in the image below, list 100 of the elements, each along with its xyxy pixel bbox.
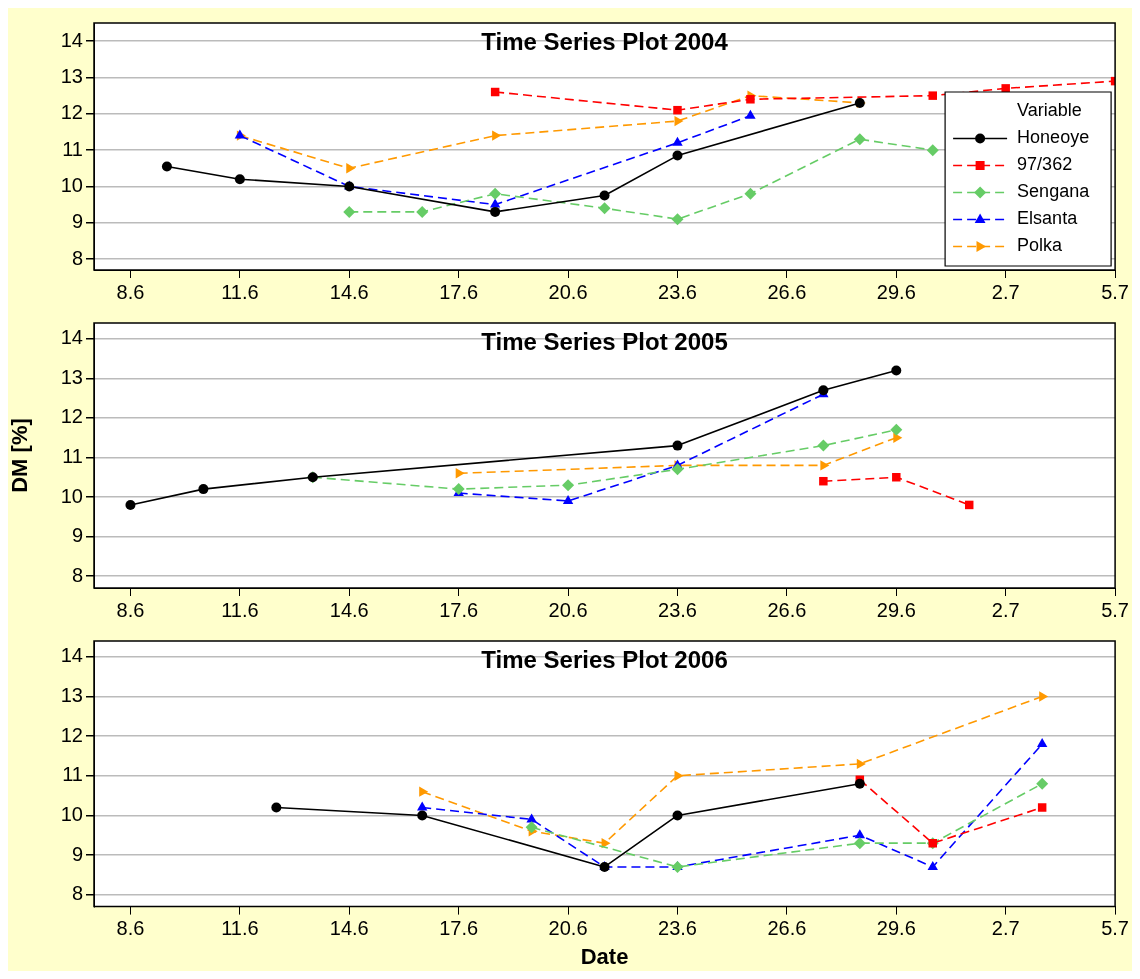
point <box>492 130 502 141</box>
legend-label: Elsanta <box>1017 208 1079 229</box>
point <box>671 213 684 226</box>
y-tick-label: 14 <box>60 28 83 51</box>
point <box>926 144 939 157</box>
x-tick-label: 17.6 <box>439 598 479 621</box>
point <box>744 187 757 200</box>
point <box>346 163 356 174</box>
y-tick-label: 12 <box>60 101 83 124</box>
legend-title: Variable <box>1017 100 1082 121</box>
y-tick-label: 8 <box>71 882 83 905</box>
chart-title: Time Series Plot 2004 <box>481 27 729 55</box>
y-tick-label: 9 <box>71 842 83 865</box>
point <box>417 810 428 821</box>
legend-label: Honeoye <box>1017 127 1090 148</box>
point <box>856 758 866 770</box>
point <box>489 187 502 200</box>
y-tick-label: 8 <box>71 246 83 269</box>
x-tick-label: 8.6 <box>116 917 145 940</box>
point <box>820 460 830 471</box>
point <box>198 484 209 495</box>
x-tick-label: 20.6 <box>548 917 588 940</box>
point <box>1036 777 1049 790</box>
y-tick-label: 8 <box>71 563 83 586</box>
point <box>419 786 429 797</box>
x-tick-label: 2.7 <box>991 598 1020 621</box>
y-tick-label: 11 <box>62 763 83 786</box>
x-tick-label: 5.7 <box>1101 917 1129 940</box>
x-tick-label: 14.6 <box>329 917 369 940</box>
y-tick-label: 13 <box>60 684 83 707</box>
y-tick-label: 10 <box>60 173 83 196</box>
point <box>1036 738 1048 748</box>
point <box>1037 803 1047 812</box>
point <box>745 109 756 119</box>
x-tick-label: 26.6 <box>767 280 807 303</box>
y-tick-label: 11 <box>62 137 83 160</box>
y-tick-label: 12 <box>60 723 83 746</box>
point <box>853 133 866 146</box>
x-tick-label: 26.6 <box>767 598 807 621</box>
y-tick-label: 13 <box>60 365 83 388</box>
x-tick-label: 29.6 <box>876 598 916 621</box>
y-tick-label: 10 <box>60 802 83 825</box>
legend-label: 97/362 <box>1017 154 1073 175</box>
point <box>890 423 903 436</box>
point <box>927 860 938 870</box>
x-tick-label: 8.6 <box>116 280 145 303</box>
x-tick-label: 11.6 <box>221 598 259 621</box>
point <box>892 473 901 482</box>
x-tick-label: 20.6 <box>548 598 588 621</box>
y-tick-label: 11 <box>62 444 83 467</box>
point <box>746 95 755 104</box>
y-axis-title: DM [%] <box>7 418 33 493</box>
y-tick-label: 9 <box>71 210 83 233</box>
point <box>891 365 902 376</box>
x-tick-label: 17.6 <box>439 917 479 940</box>
point <box>819 476 828 486</box>
point <box>343 205 356 218</box>
y-tick-label: 9 <box>71 524 83 547</box>
x-tick-label: 17.6 <box>439 280 479 303</box>
point <box>562 479 575 492</box>
point <box>672 810 683 821</box>
y-tick-label: 13 <box>60 65 83 87</box>
x-tick-label: 29.6 <box>876 280 916 303</box>
point <box>125 499 136 510</box>
point <box>562 494 574 504</box>
point <box>671 463 684 476</box>
point <box>672 150 683 161</box>
chart-title: Time Series Plot 2005 <box>481 327 728 355</box>
x-tick-label: 20.6 <box>548 280 588 303</box>
point <box>455 468 465 479</box>
point <box>672 136 683 146</box>
point <box>416 205 429 218</box>
x-tick-label: 11.6 <box>221 280 259 303</box>
y-tick-label: 12 <box>60 405 83 428</box>
x-tick-label: 8.6 <box>116 598 145 621</box>
point <box>598 202 611 215</box>
y-tick-label: 14 <box>60 326 83 349</box>
x-tick-label: 11.6 <box>221 917 259 940</box>
x-tick-label: 23.6 <box>658 917 697 940</box>
x-tick-label: 14.6 <box>329 598 369 621</box>
x-tick-label: 26.6 <box>767 917 807 940</box>
point <box>271 802 282 813</box>
point <box>853 837 866 850</box>
point <box>673 105 682 115</box>
y-tick-label: 10 <box>60 484 83 507</box>
point <box>674 770 684 781</box>
legend-label: Sengana <box>1017 181 1091 202</box>
point <box>928 91 937 100</box>
point <box>234 174 245 185</box>
x-tick-label: 14.6 <box>329 280 369 303</box>
point <box>489 198 501 208</box>
x-tick-label: 2.7 <box>991 917 1020 940</box>
legend-label: Polka <box>1017 235 1064 256</box>
point <box>854 778 865 789</box>
point <box>599 190 610 201</box>
point <box>452 483 465 496</box>
y-tick-label: 14 <box>60 644 83 667</box>
point <box>854 829 866 839</box>
point <box>525 821 538 834</box>
x-tick-label: 23.6 <box>658 280 697 303</box>
